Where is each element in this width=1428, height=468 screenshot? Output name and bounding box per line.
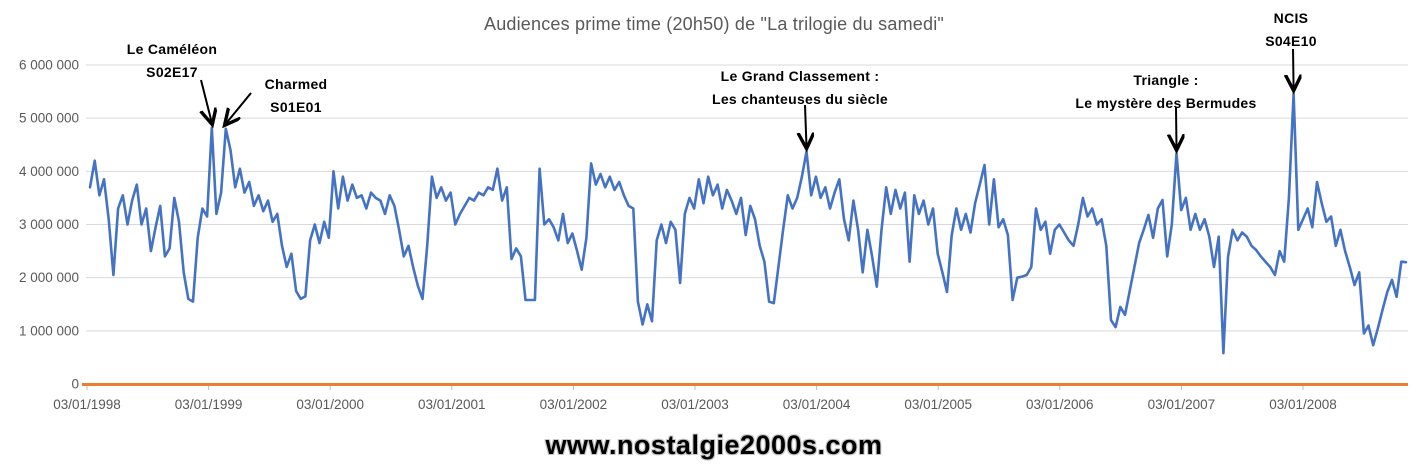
y-axis-tick-label: 5 000 000	[19, 111, 79, 126]
x-axis-tick-label: 03/01/2000	[296, 397, 364, 412]
annotation-label-line: Triangle :	[1133, 72, 1199, 88]
annotation-label-line: Le Caméléon	[126, 41, 218, 57]
annotation-label-line: S01E01	[270, 99, 322, 115]
annotation-arrow	[226, 92, 252, 124]
x-axis-tick-label: 03/01/2006	[1026, 397, 1094, 412]
annotation-label-line: Le Grand Classement :	[720, 68, 880, 84]
annotation-arrow	[201, 79, 212, 123]
annotation-label-line: S02E17	[146, 64, 198, 80]
x-axis-tick-label: 03/01/2004	[783, 397, 851, 412]
annotation-label-line: Le mystère des Bermudes	[1075, 95, 1257, 111]
x-axis-tick-label: 03/01/2002	[540, 397, 608, 412]
audience-line-series	[88, 92, 1408, 355]
x-axis-tick-label: 03/01/2007	[1148, 397, 1216, 412]
x-axis-tick-label: 03/01/2001	[418, 397, 486, 412]
y-axis-tick-label: 0	[71, 377, 79, 392]
annotation-label-line: Les chanteuses du siècle	[711, 91, 889, 107]
annotation-label-line: Charmed	[264, 76, 328, 92]
annotation-label-line: NCIS	[1273, 10, 1309, 26]
y-axis-tick-label: 3 000 000	[19, 217, 79, 232]
annotation-label: Triangle : Le mystère des Bermudes	[1075, 69, 1256, 115]
annotation-arrow	[1176, 106, 1177, 148]
y-axis-tick-label: 2 000 000	[19, 270, 79, 285]
x-axis-tick-label: 03/01/1999	[175, 397, 243, 412]
annotation-label: Le Grand Classement : Les chanteuses du s…	[712, 65, 888, 111]
annotation-label: Charmed S01E01	[265, 73, 328, 119]
x-axis-tick-label: 03/01/1998	[53, 397, 121, 412]
annotation-arrow	[805, 104, 807, 147]
annotation-label-line: S04E10	[1265, 33, 1317, 49]
annotation-label: NCIS S04E10	[1265, 7, 1317, 53]
x-axis-tick-label: 03/01/2005	[904, 397, 972, 412]
annotation-label: Le Caméléon S02E17	[127, 38, 217, 84]
watermark-text: www.nostalgie2000s.com	[545, 430, 883, 460]
x-axis-tick-label: 03/01/2008	[1269, 397, 1337, 412]
annotation-arrow	[1293, 48, 1294, 89]
y-axis-tick-label: 4 000 000	[19, 164, 79, 179]
y-axis-tick-label: 1 000 000	[19, 323, 79, 338]
y-axis-tick-label: 6 000 000	[19, 58, 79, 73]
x-axis-tick-label: 03/01/2003	[661, 397, 729, 412]
chart-title: Audiences prime time (20h50) de "La tril…	[483, 14, 944, 34]
